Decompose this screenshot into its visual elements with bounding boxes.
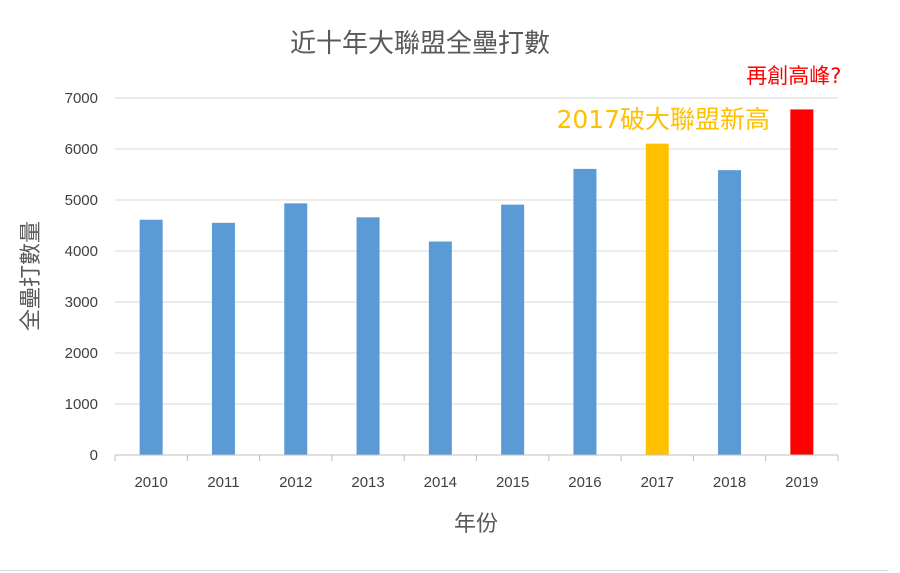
y-tick-label: 7000	[65, 90, 98, 107]
y-tick-label: 1000	[65, 396, 98, 413]
x-tick-label: 2010	[134, 474, 167, 491]
x-axis	[114, 454, 839, 461]
y-tick-label: 6000	[65, 141, 98, 158]
bar-2013	[356, 217, 380, 455]
x-tick-label: 2016	[568, 474, 601, 491]
y-axis-ticks: 0 1000 2000 3000 4000 5000 6000 7000	[65, 90, 98, 464]
bar-2015	[501, 204, 525, 455]
x-tick-label: 2017	[641, 474, 674, 491]
x-tick-label: 2011	[207, 474, 239, 491]
bar-2017	[645, 143, 669, 455]
x-tick-label: 2015	[496, 474, 529, 491]
bar-2019	[790, 109, 814, 455]
bars	[139, 109, 814, 456]
x-axis-ticks: 2010 2011 2012 2013 2014 2015 2016 2017 2018 2019	[134, 474, 818, 491]
y-tick-label: 2000	[65, 345, 98, 362]
y-tick-label: 5000	[65, 192, 98, 209]
bottom-divider	[0, 570, 888, 571]
x-tick-label: 2018	[713, 474, 746, 491]
bar-2012	[284, 203, 308, 455]
x-tick-label: 2012	[279, 474, 312, 491]
chart-title: 近十年大聯盟全壘打數	[290, 29, 550, 59]
y-tick-label: 0	[90, 447, 98, 464]
y-tick-label: 4000	[65, 243, 98, 260]
bar-2011	[211, 222, 235, 455]
x-tick-label: 2019	[785, 474, 818, 491]
gridlines	[115, 97, 838, 405]
x-axis-title: 年份	[454, 512, 498, 537]
annotation-record-2017: 2017破大聯盟新高	[556, 105, 770, 134]
annotations: 2017破大聯盟新高 再創高峰?	[556, 64, 841, 134]
bar-2016	[573, 168, 597, 455]
bar-2010	[139, 219, 163, 455]
y-tick-label: 3000	[65, 294, 98, 311]
x-tick-label: 2013	[351, 474, 384, 491]
bar-2018	[718, 170, 742, 456]
bar-2014	[428, 241, 452, 455]
y-axis-title: 全壘打數量	[19, 221, 44, 331]
x-tick-label: 2014	[424, 474, 457, 491]
annotation-new-peak-2019: 再創高峰?	[746, 64, 841, 88]
